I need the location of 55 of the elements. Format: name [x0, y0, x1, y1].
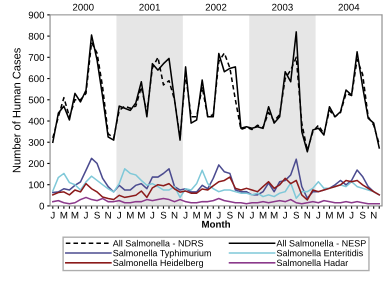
x-tick-label: J — [150, 212, 154, 219]
x-tick-label: J — [50, 212, 55, 219]
x-tick-label: S — [360, 212, 366, 219]
line-series — [52, 176, 380, 201]
y-tick-label: 700 — [28, 54, 44, 61]
y-tick-label: 100 — [29, 181, 44, 188]
x-tick-label: M — [337, 212, 344, 219]
text: 2004 — [338, 4, 360, 11]
y-tick-label: 600 — [28, 75, 44, 82]
line-series — [52, 196, 380, 205]
y-axis-title: Number of Human Cases — [12, 48, 21, 172]
x-tick-label: M — [260, 212, 266, 219]
x-tick-label: M — [193, 212, 200, 219]
text: 2001 — [139, 4, 160, 11]
y-tick-label: 800 — [28, 32, 44, 40]
y-tick-label: 200 — [28, 160, 44, 168]
x-tick-label: N — [304, 212, 310, 219]
y-tick-label: 900 — [28, 12, 44, 18]
legend-label: All Salmonella - NESP — [276, 240, 366, 247]
x-tick-label: N — [105, 212, 111, 219]
legend-label: Salmonella Typhimurium — [113, 250, 211, 258]
x-tick-label: M — [270, 212, 278, 219]
x-tick-label: J — [216, 212, 221, 219]
text: 2002 — [206, 4, 226, 11]
x-tick-label: J — [116, 212, 121, 219]
x-tick-label: M — [138, 212, 145, 219]
x-tick-label: M — [72, 212, 78, 219]
x-tick-label: J — [282, 212, 287, 219]
y-tick-label: 500 — [28, 96, 44, 104]
x-tick-label: S — [293, 212, 300, 219]
x-tick-label: J — [250, 212, 254, 219]
y-tick-label: 400 — [28, 118, 44, 125]
x-tick-label: S — [227, 212, 233, 219]
legend-label: Salmonella Hadar — [276, 259, 348, 266]
x-tick-label: S — [94, 212, 100, 219]
x-axis-title: Month — [202, 220, 230, 228]
legend-label: Salmonella Heidelberg — [113, 259, 204, 268]
x-tick-label: M — [204, 212, 211, 219]
x-tick-label: S — [160, 212, 166, 219]
x-tick-label: M — [127, 212, 134, 219]
x-tick-label: J — [183, 212, 188, 219]
x-tick-label: M — [60, 212, 68, 219]
text: 2000 — [72, 4, 94, 11]
y-tick-label: 0 — [39, 202, 44, 210]
x-tick-label: M — [326, 212, 333, 219]
x-tick-label: N — [172, 212, 178, 219]
x-tick-label: J — [349, 212, 354, 219]
legend-label: Salmonella Enteritidis — [276, 250, 363, 256]
x-tick-label: J — [316, 212, 320, 219]
legend-label: All Salmonella - NDRS — [112, 240, 204, 247]
y-tick-label: 300 — [28, 138, 44, 146]
x-tick-label: J — [84, 212, 88, 219]
x-tick-label: N — [370, 212, 376, 219]
x-tick-label: N — [238, 212, 244, 219]
text: 2003 — [272, 4, 293, 11]
